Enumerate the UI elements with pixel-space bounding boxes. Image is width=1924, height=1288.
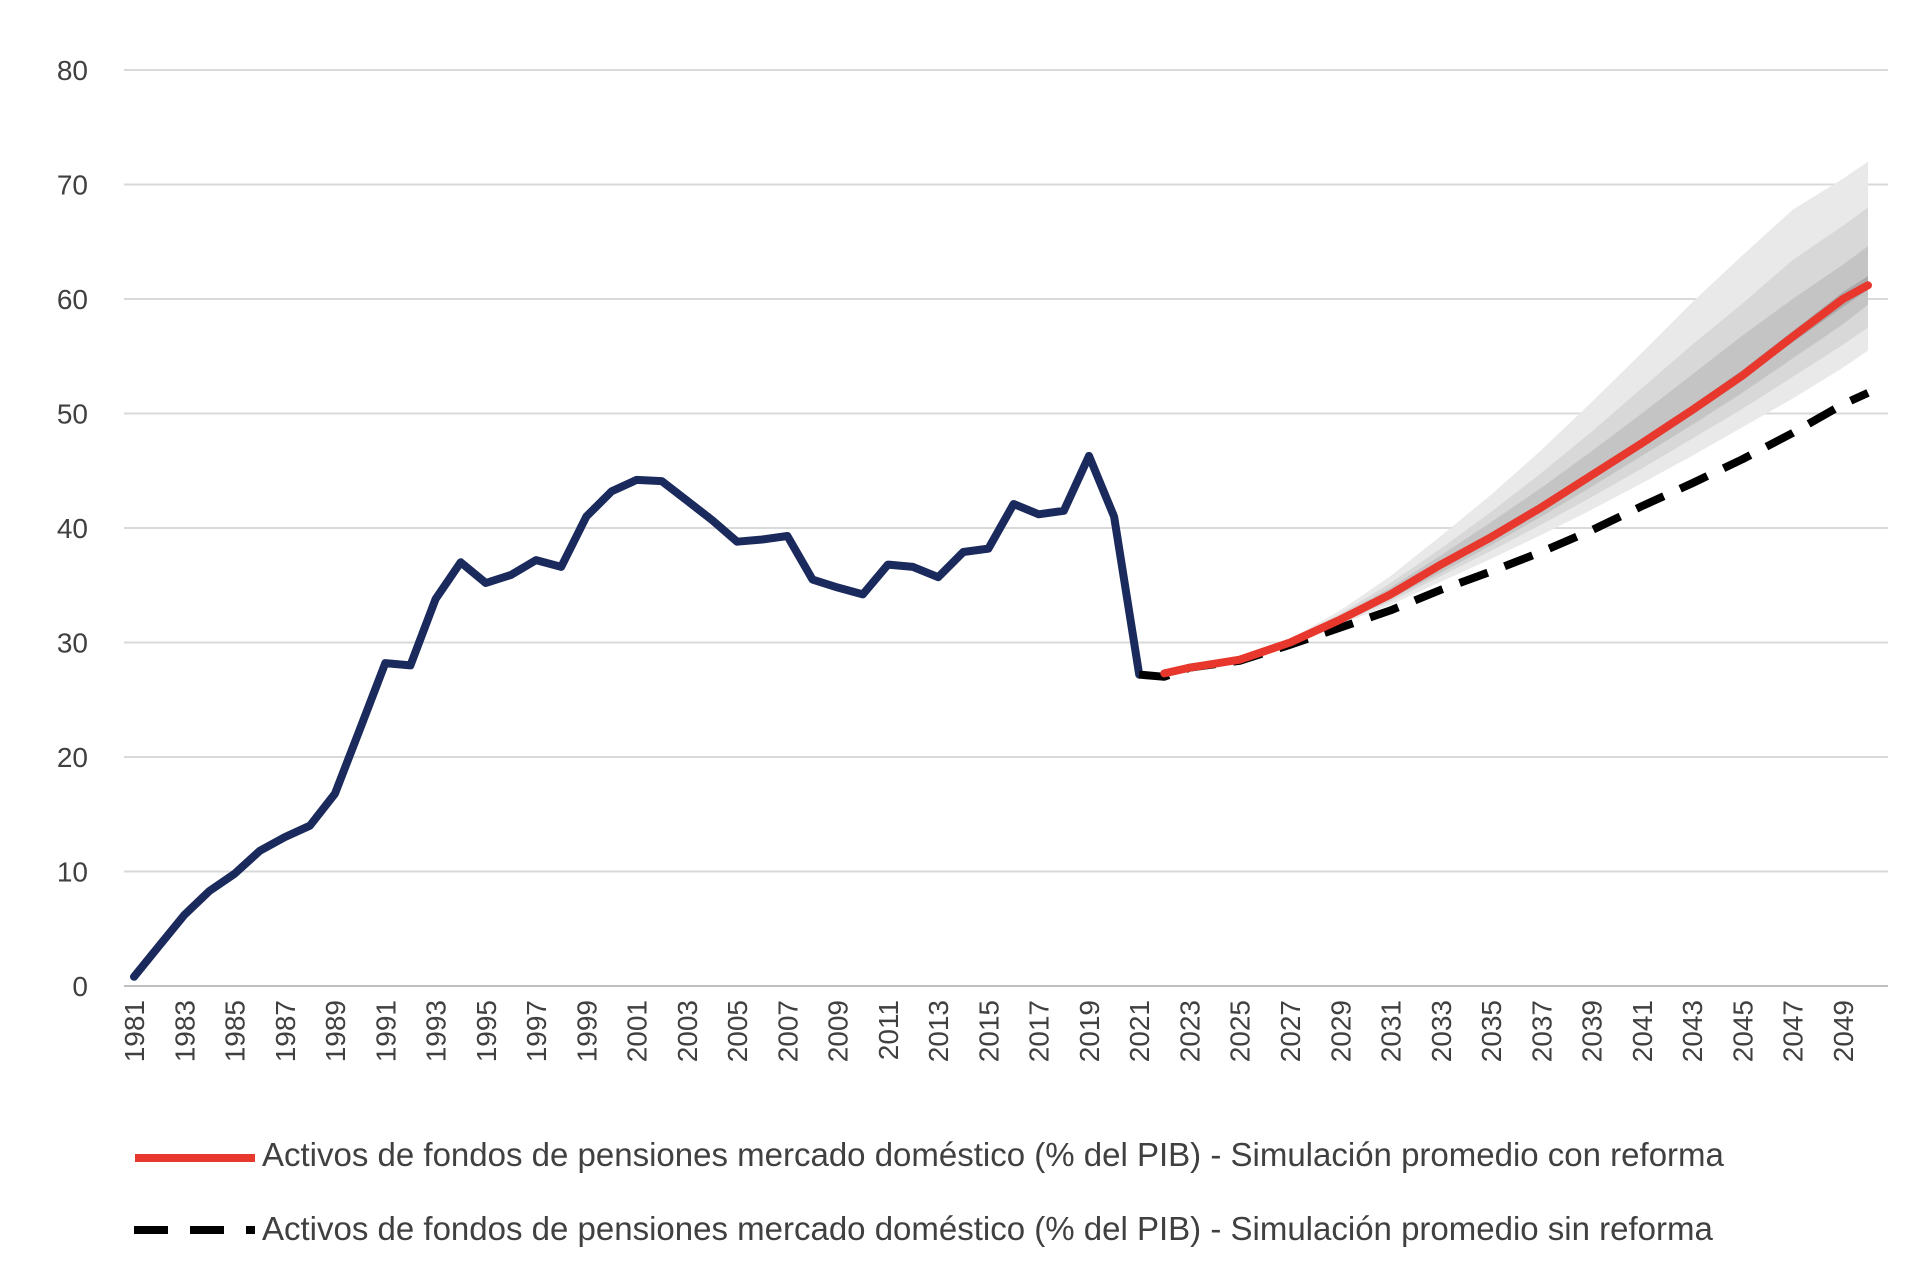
x-tick-label: 2049 <box>1828 1000 1859 1062</box>
x-tick-label: 2031 <box>1376 1000 1407 1062</box>
x-tick-label: 1987 <box>270 1000 301 1062</box>
x-tick-label: 1999 <box>571 1000 602 1062</box>
historical-series-line <box>130 451 1144 981</box>
x-tick-label: 2037 <box>1526 1000 1557 1062</box>
x-tick-label: 2009 <box>823 1000 854 1062</box>
x-tick-label: 2045 <box>1727 1000 1758 1062</box>
x-tick-label: 2023 <box>1174 1000 1205 1062</box>
x-tick-label: 2015 <box>973 1000 1004 1062</box>
y-tick-label: 50 <box>57 399 88 430</box>
x-tick-label: 2047 <box>1778 1000 1809 1062</box>
x-tick-label: 2005 <box>722 1000 753 1062</box>
x-tick-label: 2001 <box>622 1000 653 1062</box>
x-tick-label: 2013 <box>923 1000 954 1062</box>
y-tick-label: 30 <box>57 628 88 659</box>
x-tick-label: 1993 <box>421 1000 452 1062</box>
gridlines <box>124 69 1888 987</box>
y-tick-label: 40 <box>57 513 88 544</box>
band-0 <box>1189 161 1868 668</box>
x-tick-label: 2033 <box>1426 1000 1457 1062</box>
legend-swatch-red-line <box>135 1154 255 1162</box>
y-tick-label: 0 <box>72 971 88 1002</box>
x-tick-label: 2017 <box>1024 1000 1055 1062</box>
x-tick-label: 2041 <box>1627 1000 1658 1062</box>
x-tick-label: 2021 <box>1124 1000 1155 1062</box>
legend-label-con-reforma: Activos de fondos de pensiones mercado d… <box>262 1136 1724 1173</box>
x-tick-label: 2043 <box>1677 1000 1708 1062</box>
x-tick-label: 2007 <box>772 1000 803 1062</box>
series-lines <box>130 281 1872 981</box>
y-tick-label: 70 <box>57 170 88 201</box>
x-tick-label: 1997 <box>521 1000 552 1062</box>
y-axis-ticks: 0 10 20 30 40 50 60 70 80 <box>57 55 88 1002</box>
x-tick-label: 2029 <box>1325 1000 1356 1062</box>
x-tick-label: 2025 <box>1225 1000 1256 1062</box>
x-tick-label: 1989 <box>320 1000 351 1062</box>
x-tick-label: 2003 <box>672 1000 703 1062</box>
legend-item-con-reforma: Activos de fondos de pensiones mercado d… <box>0 1128 1924 1188</box>
simulation-con-reforma-line <box>1160 281 1872 678</box>
x-tick-label: 1983 <box>169 1000 200 1062</box>
x-tick-label: 2027 <box>1275 1000 1306 1062</box>
y-tick-label: 60 <box>57 284 88 315</box>
x-tick-label: 2035 <box>1476 1000 1507 1062</box>
x-axis-ticks: 1981 1983 1985 1987 1989 1991 1993 1995 1997 1999… <box>119 1000 1859 1062</box>
x-tick-label: 2039 <box>1577 1000 1608 1062</box>
legend-label-sin-reforma: Activos de fondos de pensiones mercado d… <box>262 1210 1713 1247</box>
y-tick-label: 10 <box>57 857 88 888</box>
x-tick-label: 2019 <box>1074 1000 1105 1062</box>
x-tick-label: 1981 <box>119 1000 150 1062</box>
x-tick-label: 1985 <box>220 1000 251 1062</box>
y-tick-label: 80 <box>57 55 88 86</box>
y-tick-label: 20 <box>57 742 88 773</box>
legend-item-sin-reforma: Activos de fondos de pensiones mercado d… <box>0 1202 1924 1262</box>
legend-swatch-dashed-line <box>134 1226 255 1234</box>
x-tick-label: 1995 <box>471 1000 502 1062</box>
confidence-bands <box>1189 161 1868 668</box>
x-tick-label: 2011 <box>873 1000 904 1060</box>
x-tick-label: 1991 <box>370 1000 401 1062</box>
